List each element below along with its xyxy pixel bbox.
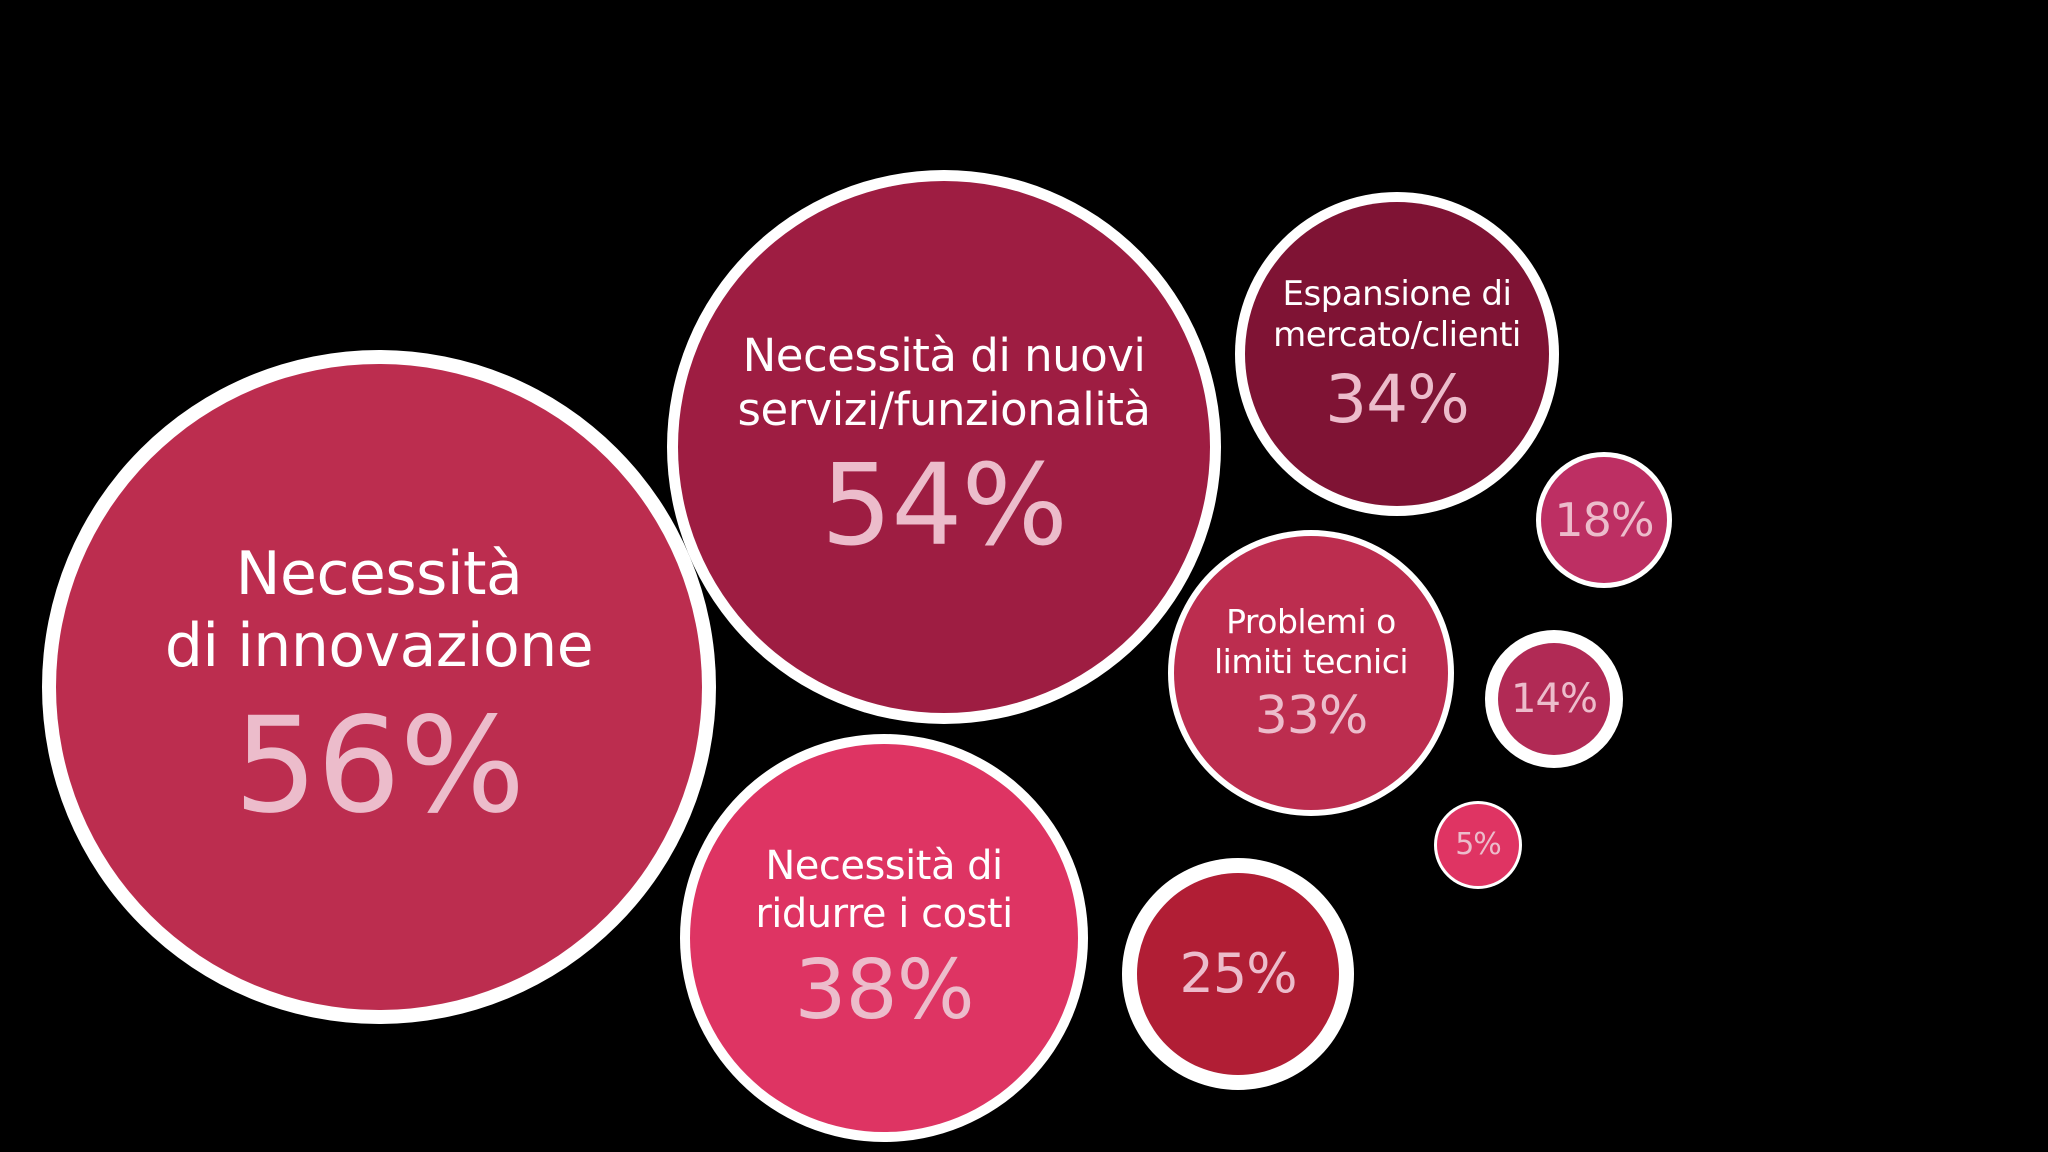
bubble-fill: 18% (1541, 457, 1667, 583)
bubble-fill: Espansione di mercato/clienti 34% (1245, 202, 1549, 506)
bubble-fill: 5% (1437, 804, 1519, 886)
bubble-value: 14% (1511, 676, 1598, 722)
bubble-value: 33% (1254, 686, 1369, 747)
bubble-value: 18% (1554, 492, 1654, 547)
bubble-label: Necessità di nuovi servizi/funzionalità (737, 328, 1151, 436)
bubble-value: 5% (1455, 827, 1502, 863)
bubble-label: Necessità di ridurre i costi (755, 842, 1013, 937)
bubble-fill: Necessità di nuovi servizi/funzionalità 5… (678, 181, 1210, 713)
bubble-fill: Necessità di ridurre i costi 38% (690, 744, 1078, 1132)
bubble-label: Problemi o limiti tecnici (1213, 602, 1409, 681)
bubble-v14: 14% (1485, 630, 1623, 768)
bubble-v5: 5% (1434, 801, 1522, 889)
bubble-espansione: Espansione di mercato/clienti 34% (1235, 192, 1559, 516)
bubble-fill: 14% (1498, 643, 1610, 755)
bubble-label: Espansione di mercato/clienti (1273, 274, 1521, 355)
bubble-label: Necessità di innovazione (164, 539, 594, 682)
bubble-value: 34% (1325, 360, 1470, 438)
bubble-innovazione: Necessità di innovazione 56% (42, 350, 716, 1024)
bubble-ridurre-costi: Necessità di ridurre i costi 38% (680, 734, 1088, 1142)
bubble-value: 56% (233, 689, 525, 844)
bubble-fill: Necessità di innovazione 56% (56, 364, 702, 1010)
bubble-value: 25% (1179, 941, 1297, 1005)
bubble-v25: 25% (1122, 858, 1354, 1090)
bubble-value: 38% (794, 942, 974, 1038)
bubble-value: 54% (821, 440, 1068, 571)
bubble-fill: Problemi o limiti tecnici 33% (1174, 536, 1448, 810)
bubble-v18: 18% (1536, 452, 1672, 588)
bubble-nuovi-servizi: Necessità di nuovi servizi/funzionalità 5… (667, 170, 1221, 724)
bubble-fill: 25% (1137, 873, 1339, 1075)
bubble-problemi: Problemi o limiti tecnici 33% (1168, 530, 1454, 816)
